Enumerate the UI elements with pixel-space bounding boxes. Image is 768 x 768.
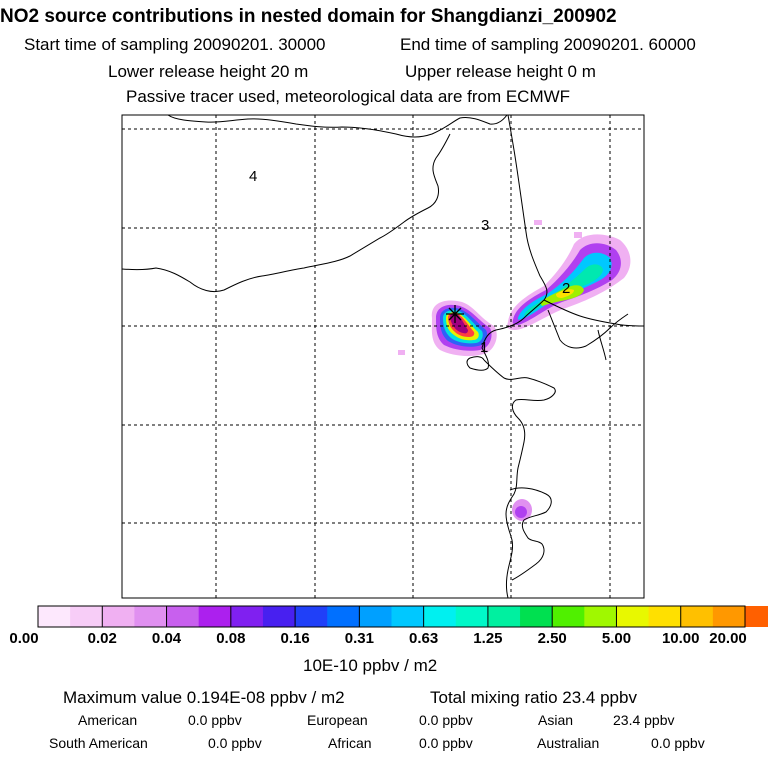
australian-value: 0.0 ppbv (651, 735, 705, 751)
colorbar-tick-label: 20.00 (709, 630, 747, 647)
colorbar-swatch (38, 606, 71, 627)
colorbar-swatch (584, 606, 617, 627)
colorbar-swatch (487, 606, 521, 627)
colorbar-tick-label: 0.04 (151, 630, 182, 647)
colorbar-tick-label: 0.00 (9, 630, 39, 647)
plume-spot (534, 220, 542, 225)
colorbar-tick-label: 2.50 (537, 630, 567, 647)
european-label: European (307, 712, 368, 728)
asian-value: 23.4 ppbv (613, 712, 675, 728)
colorbar-tick-label: 0.02 (87, 630, 117, 647)
plume-spot (574, 232, 582, 238)
colorbar-swatch (198, 606, 232, 627)
region-label-3: 3 (481, 217, 489, 234)
colorbar-swatch (745, 606, 768, 627)
colorbar-swatch (359, 606, 392, 627)
colorbar-swatch (327, 606, 360, 627)
colorbar-swatch (391, 606, 425, 627)
american-value: 0.0 ppbv (188, 712, 242, 728)
colorbar (37, 605, 768, 628)
colorbar-swatch (520, 606, 553, 627)
tracer-note: Passive tracer used, meteorological data… (126, 87, 571, 106)
max-value-label: Maximum value 0.194E-08 ppbv / m2 (63, 688, 345, 707)
colorbar-swatch (70, 606, 103, 627)
colorbar-swatch (262, 606, 296, 627)
colorbar-swatch (166, 606, 200, 627)
colorbar-swatch (616, 606, 650, 627)
border-north (167, 115, 508, 138)
start-time-label: Start time of sampling 20090201. 30000 (24, 35, 326, 54)
region-label-1: 1 (480, 339, 488, 356)
concentration-field (398, 220, 631, 521)
colorbar-tick-label: 1.25 (473, 630, 503, 647)
colorbar-swatch (455, 606, 489, 627)
colorbar-tick-label: 5.00 (601, 630, 632, 647)
border-middle (122, 133, 451, 293)
colorbar-tick-label: 10.00 (661, 630, 700, 647)
end-time-label: End time of sampling 20090201. 60000 (400, 35, 696, 54)
coast-northeast (547, 309, 629, 349)
colorbar-swatch (680, 606, 714, 627)
colorbar-tick-label: 0.31 (344, 630, 374, 647)
region-label-2: 2 (562, 280, 570, 297)
colorbar-swatch (648, 606, 682, 627)
african-label: African (328, 735, 372, 751)
region-label-4: 4 (249, 168, 257, 185)
lower-release-height-label: Lower release height 20 m (108, 62, 309, 81)
colorbar-tick-label: 0.08 (216, 630, 246, 647)
plume-spot (398, 350, 405, 355)
upper-release-height-label: Upper release height 0 m (405, 62, 596, 81)
african-value: 0.0 ppbv (419, 735, 473, 751)
border-northeast (543, 299, 644, 327)
coast-bay (466, 347, 489, 371)
colorbar-swatch (230, 606, 264, 627)
south-american-label: South American (49, 735, 148, 751)
colorbar-swatch (712, 606, 746, 627)
border-east (481, 115, 548, 349)
peninsula (509, 487, 552, 581)
receptor-star-marker (446, 305, 464, 323)
map-title: NO2 source contributions in nested domai… (0, 6, 617, 27)
colorbar-swatch (423, 606, 457, 627)
map-frame (121, 114, 645, 599)
australian-label: Australian (537, 735, 600, 751)
colorbar-swatch (295, 606, 328, 627)
map-boundaries (122, 115, 644, 598)
colorbar-swatch (134, 606, 168, 627)
total-mixing-ratio-label: Total mixing ratio 23.4 ppbv (430, 688, 637, 707)
colorbar-frame (37, 605, 746, 628)
river-east (597, 329, 607, 361)
colorbar-tick-label: 0.16 (280, 630, 310, 647)
colorbar-swatch (552, 606, 585, 627)
american-label: American (78, 712, 138, 728)
colorbar-swatch (102, 606, 135, 627)
plume-south (512, 499, 532, 521)
asian-label: Asian (538, 712, 574, 728)
grid-lines (122, 115, 644, 598)
south-american-value: 0.0 ppbv (208, 735, 262, 751)
coastline (483, 359, 556, 598)
colorbar-tick-label: 0.63 (409, 630, 439, 647)
colorbar-unit-label: 10E-10 ppbv / m2 (303, 656, 438, 675)
european-value: 0.0 ppbv (419, 712, 473, 728)
